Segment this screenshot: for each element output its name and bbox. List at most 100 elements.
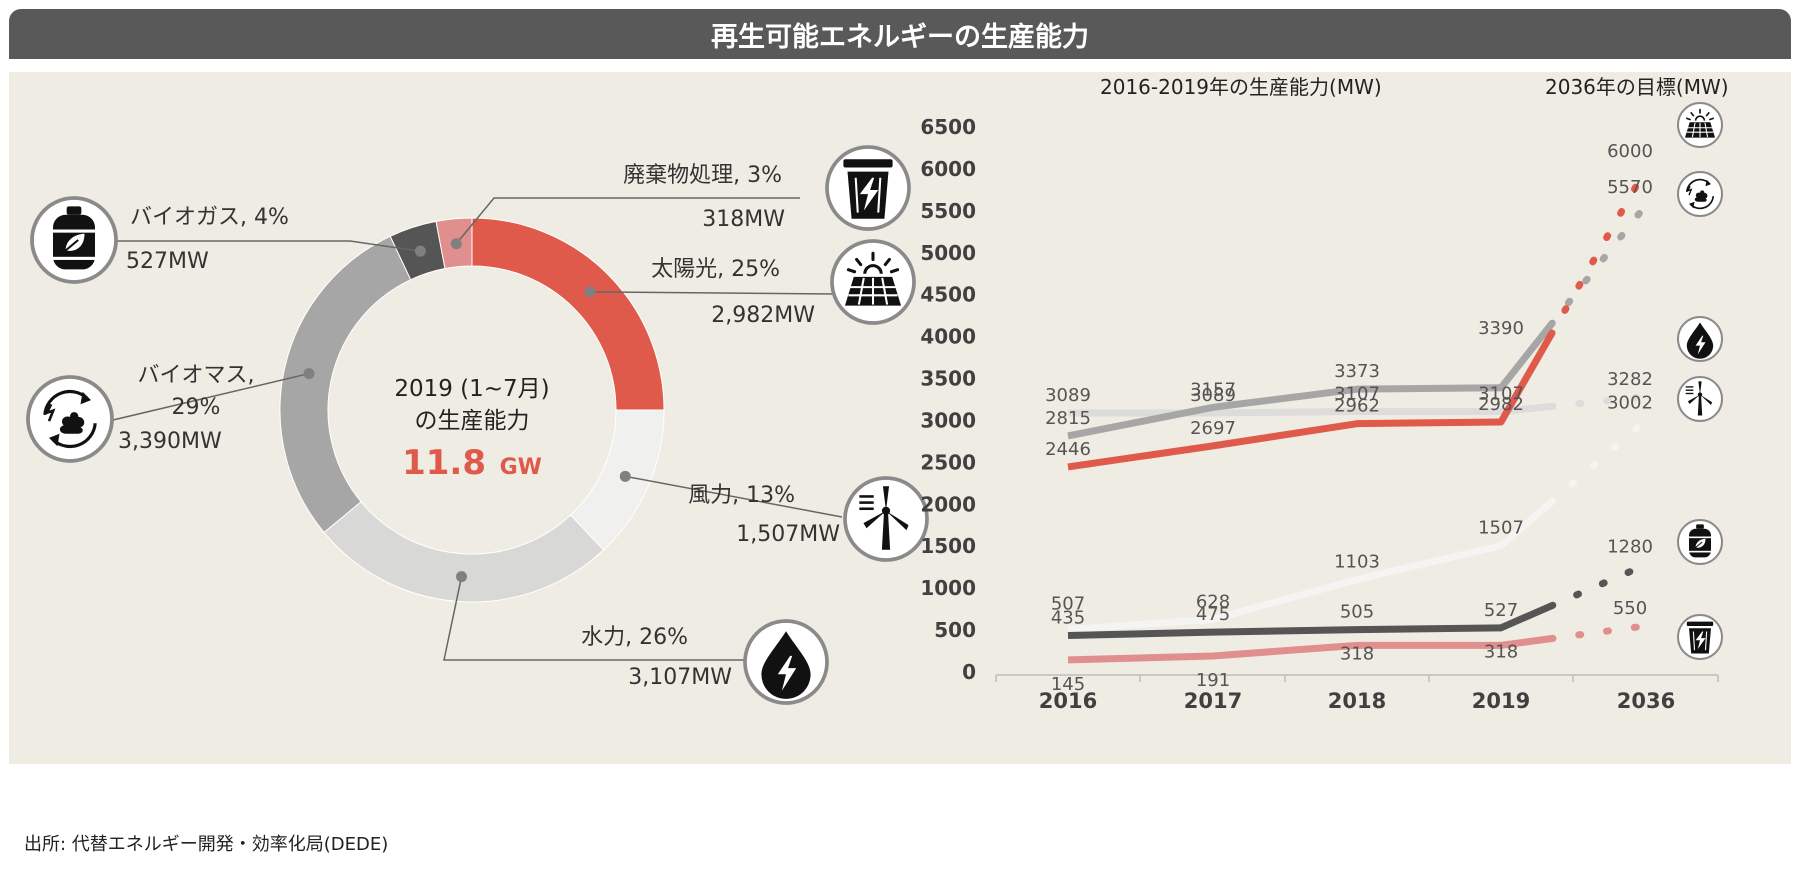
data-label-biogas: 505 (1340, 602, 1374, 623)
callout-value-solar: 2,982MW (711, 303, 815, 328)
data-label-solar: 2446 (1045, 439, 1091, 460)
wind-turbine-icon (1677, 376, 1723, 422)
donut-center-total: 11.8 GW (402, 443, 542, 483)
solar-panel-icon (830, 239, 916, 325)
line-chart-title: 2016-2019年の生産能力(MW) (1100, 75, 1382, 99)
y-tick-label: 6000 (920, 157, 976, 181)
data-label-wind: 628 (1196, 591, 1230, 612)
data-label-solar: 6000 (1607, 141, 1653, 162)
x-tick-label: 2016 (1039, 689, 1097, 713)
donut-icons (26, 145, 929, 705)
data-label-waste: 318 (1340, 643, 1374, 664)
callout-line-hydro (443, 571, 745, 661)
y-tick-label: 4000 (920, 325, 976, 349)
data-label-waste: 318 (1484, 641, 1518, 662)
callout-line-waste (450, 197, 800, 250)
series-proj-dotted-solar (1547, 165, 1650, 339)
series-line-waste (1067, 641, 1501, 664)
y-tick-label: 5000 (920, 241, 976, 265)
callout-line-biogas (110, 240, 426, 257)
y-tick-label: 1500 (920, 534, 976, 558)
series-labels: 507 628 1103 1507 3002 3089 3089 3107 3107 3282 14… (1045, 141, 1653, 695)
data-label-wind: 1103 (1334, 552, 1380, 573)
donut-slice-wind (569, 409, 665, 551)
series-line-solar (1067, 418, 1502, 471)
donut-center-period: 2019 (1~7月) (394, 376, 549, 402)
series-proj-solid-biogas (1497, 602, 1555, 632)
callout-line-biomass (112, 368, 315, 421)
y-tick-label: 500 (934, 618, 976, 642)
donut-callouts: 太陽光, 25% 2,982MW 風力, 13% 1,507MW 水力, 26% 3,10… (110, 163, 843, 690)
callout-label-waste: 廃棄物処理, 3% (623, 163, 782, 188)
data-label-wind: 3002 (1607, 392, 1653, 413)
wind-turbine-icon (843, 476, 929, 562)
x-tick-label: 2017 (1184, 689, 1242, 713)
data-label-wind: 507 (1051, 593, 1085, 614)
data-label-biomass: 3373 (1334, 361, 1380, 382)
y-tick-label: 2500 (920, 450, 976, 474)
y-tick-label: 0 (962, 660, 976, 684)
page-title: 再生可能エネルギーの生産能力 (9, 9, 1791, 59)
callout-line-wind (619, 470, 843, 518)
donut-slice-biomass (279, 235, 412, 534)
y-tick-label: 6500 (920, 115, 976, 139)
data-label-biomass: 3157 (1190, 379, 1236, 400)
callout-label-wind: 風力, 13% (688, 483, 795, 508)
x-tick-label: 2019 (1472, 689, 1530, 713)
source-note: 出所: 代替エネルギー開発・効率化局(DEDE) (24, 834, 389, 855)
callout-label-hydro: 水力, 26% (581, 625, 688, 650)
x-axis: 2016 2017 2018 2019 2036 (995, 674, 1719, 713)
series-line-wind (1067, 542, 1502, 633)
donut-center-value: 11.8 (402, 443, 486, 483)
data-label-solar: 2982 (1478, 394, 1524, 415)
series-proj-solid-waste (1497, 635, 1555, 649)
water-drop-icon (743, 619, 829, 705)
data-label-biogas: 527 (1484, 600, 1518, 621)
callout-value-wind: 1,507MW (736, 522, 840, 547)
data-label-biomass: 2815 (1045, 408, 1091, 429)
series-proj-dotted-biogas (1547, 561, 1650, 610)
data-label-hydro: 3282 (1607, 369, 1653, 390)
waste-bin-icon (1677, 614, 1723, 660)
series-proj-solid-wind (1497, 498, 1555, 550)
data-label-biomass: 3390 (1478, 318, 1524, 339)
series-proj-dotted-wind (1547, 416, 1650, 506)
callout-value-hydro: 3,107MW (628, 665, 732, 690)
target-title: 2036年の目標(MW) (1545, 75, 1729, 99)
y-tick-label: 4500 (920, 283, 976, 307)
y-tick-label: 5500 (920, 199, 976, 223)
series-line-biomass (1067, 384, 1502, 440)
waste-bin-icon (825, 145, 911, 231)
series-line-hydro (1068, 407, 1501, 417)
data-label-hydro: 3089 (1045, 385, 1091, 406)
data-label-hydro: 3107 (1478, 383, 1524, 404)
callout-label-biogas: バイオガス, 4% (130, 205, 289, 230)
callout-line-solar (584, 286, 837, 298)
series-proj-dotted-biomass (1547, 201, 1650, 329)
donut-slice-hydro (323, 501, 605, 603)
data-label-solar: 2962 (1334, 396, 1380, 417)
series-line-biogas (1067, 624, 1502, 640)
callout-value-biogas: 527MW (126, 249, 209, 274)
y-tick-label: 2000 (920, 492, 976, 516)
data-label-waste: 145 (1051, 674, 1085, 695)
callout-label-solar: 太陽光, 25% (651, 257, 780, 282)
series-icons (1677, 102, 1723, 660)
y-axis: 0 500 1000 1500 2000 2500 3000 3500 4000 4500 5000… (920, 115, 976, 684)
biomass-recycle-icon (26, 375, 114, 463)
biomass-recycle-icon (1677, 171, 1723, 217)
data-label-hydro: 3089 (1190, 385, 1236, 406)
data-label-biogas: 435 (1051, 608, 1085, 629)
series-lines (1067, 165, 1650, 664)
solar-panel-icon (1677, 102, 1723, 148)
donut-center-caption: の生産能力 (415, 408, 530, 434)
donut-center-unit: GW (500, 455, 542, 480)
data-label-wind: 1507 (1478, 518, 1524, 539)
data-label-biomass: 5570 (1607, 177, 1653, 198)
y-tick-label: 1000 (920, 576, 976, 600)
data-label-hydro: 3107 (1334, 383, 1380, 404)
water-drop-icon (1677, 316, 1723, 362)
y-tick-label: 3500 (920, 367, 976, 391)
data-label-waste: 191 (1196, 670, 1230, 691)
